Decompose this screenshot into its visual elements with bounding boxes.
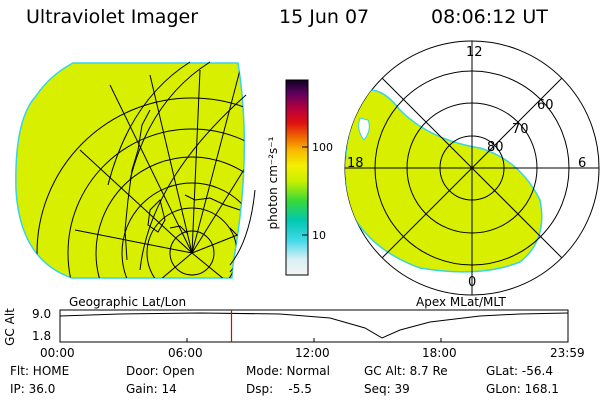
info-gain: Gain: 14 (126, 382, 177, 396)
mlt-label-6: 6 (578, 156, 587, 171)
mlt-label-18: 18 (347, 156, 364, 171)
mlat-label-80: 80 (487, 140, 504, 155)
observation-time: 08:06:12 UT (431, 6, 548, 28)
instrument-title: Ultraviolet Imager (26, 6, 199, 28)
polar-caption: Apex MLat/MLT (416, 295, 506, 309)
time-tick-1200: 12:00 (295, 346, 330, 360)
info-gc-alt: GC Alt: 8.7 Re (364, 364, 448, 378)
info-dsp: Dsp: -5.5 (246, 382, 312, 396)
time-tick-1800: 18:00 (422, 346, 457, 360)
time-tick-0600: 06:00 (168, 346, 203, 360)
geographic-outer-arcs (107, 61, 256, 271)
info-mode: Mode: Normal (246, 364, 330, 378)
info-glon: GLon: 168.1 (486, 382, 559, 396)
altitude-ylabel: GC Alt (3, 308, 17, 346)
info-seq: Seq: 39 (364, 382, 410, 396)
mlat-label-60: 60 (537, 98, 554, 113)
geographic-grid (36, 69, 245, 278)
time-tick-0000: 00:00 (40, 346, 75, 360)
geographic-image (15, 61, 256, 279)
colorbar-label-100: 100 (312, 141, 333, 154)
info-glat: GLat: -56.4 (486, 364, 553, 378)
colorbar-label-10: 10 (312, 229, 326, 242)
mlt-label-12: 12 (466, 45, 483, 60)
altitude-ymin: 1.8 (32, 329, 52, 343)
geographic-caption: Geographic Lat/Lon (69, 295, 187, 309)
altitude-curve (59, 312, 569, 339)
mlt-label-0: 0 (468, 275, 477, 290)
polar-grid (345, 41, 599, 295)
uv-emission-fill (15, 62, 246, 279)
altitude-time-ticks (59, 338, 569, 342)
altitude-plot-frame (59, 309, 569, 343)
time-tick-2359: 23:59 (550, 346, 585, 360)
info-flight: Flt: HOME (10, 364, 70, 378)
colorbar-unit-label: photon cm⁻²s⁻¹ (266, 136, 280, 230)
polar-image (344, 40, 600, 296)
mlat-label-70: 70 (512, 122, 529, 137)
auroral-gap (358, 117, 370, 141)
info-ip: IP: 36.0 (10, 382, 56, 396)
altitude-ymax: 9.0 (32, 307, 52, 321)
observation-date: 15 Jun 07 (279, 6, 370, 28)
info-door: Door: Open (126, 364, 195, 378)
colorbar (285, 79, 309, 276)
